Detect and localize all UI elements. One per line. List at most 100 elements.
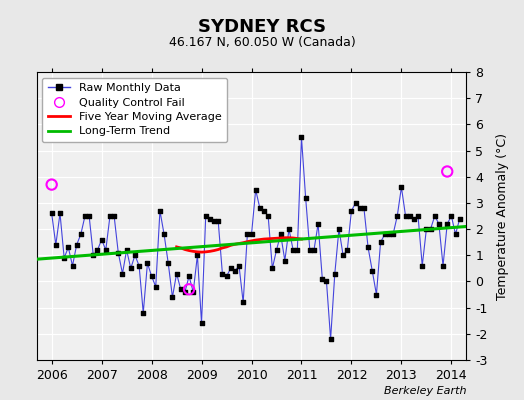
Point (451, 231, 460, 238)
Point (93, 247, 102, 253)
Point (56, 210, 64, 216)
Point (427, 226, 435, 232)
Point (48, 210, 56, 216)
Point (147, 273, 156, 280)
Point (68, 262, 77, 269)
Point (185, 286, 193, 292)
Point (335, 226, 343, 232)
Point (206, 216, 214, 222)
Point (198, 320, 206, 326)
Point (264, 213, 272, 219)
Point (322, 278, 331, 285)
Point (435, 221, 443, 227)
Point (318, 276, 326, 282)
Text: Berkeley Earth: Berkeley Earth (384, 386, 466, 396)
Point (376, 239, 385, 245)
Point (235, 262, 243, 269)
Point (380, 231, 389, 238)
Point (60, 255, 68, 261)
Point (185, 273, 193, 280)
Point (418, 262, 427, 269)
Point (127, 265, 135, 272)
Point (447, 213, 455, 219)
Point (177, 286, 185, 292)
Point (285, 226, 293, 232)
Point (431, 213, 439, 219)
Point (305, 247, 314, 253)
Point (243, 231, 252, 238)
Point (123, 247, 131, 253)
Point (297, 134, 305, 141)
Point (347, 208, 356, 214)
Point (364, 244, 372, 251)
Point (272, 247, 281, 253)
Point (210, 218, 218, 224)
Point (247, 231, 256, 238)
Point (151, 284, 160, 290)
Point (443, 168, 451, 175)
Point (97, 236, 106, 243)
Point (52, 242, 60, 248)
Point (231, 268, 239, 274)
Point (189, 289, 198, 295)
Point (385, 231, 393, 238)
Point (397, 184, 406, 190)
Point (372, 291, 380, 298)
Point (218, 270, 226, 277)
Point (239, 299, 247, 306)
Legend: Raw Monthly Data, Quality Control Fail, Five Year Moving Average, Long-Term Tren: Raw Monthly Data, Quality Control Fail, … (42, 78, 227, 142)
Point (293, 247, 301, 253)
Point (160, 231, 168, 238)
Point (414, 213, 422, 219)
Point (393, 213, 401, 219)
Point (439, 262, 447, 269)
Point (193, 252, 202, 258)
Point (102, 247, 110, 253)
Point (326, 336, 335, 342)
Point (164, 260, 172, 266)
Point (168, 294, 177, 300)
Point (401, 213, 410, 219)
Point (214, 218, 222, 224)
Point (343, 247, 352, 253)
Point (226, 265, 235, 272)
Point (48, 181, 56, 188)
Text: 46.167 N, 60.050 W (Canada): 46.167 N, 60.050 W (Canada) (169, 36, 355, 49)
Point (268, 265, 277, 272)
Point (310, 247, 318, 253)
Point (172, 270, 181, 277)
Point (410, 216, 418, 222)
Point (85, 213, 93, 219)
Point (281, 257, 289, 264)
Point (356, 205, 364, 211)
Point (339, 252, 347, 258)
Point (143, 260, 151, 266)
Point (368, 268, 376, 274)
Point (389, 231, 397, 238)
Point (360, 205, 368, 211)
Text: SYDNEY RCS: SYDNEY RCS (198, 18, 326, 36)
Point (139, 310, 147, 316)
Point (106, 213, 114, 219)
Point (202, 213, 210, 219)
Point (277, 231, 285, 238)
Point (406, 213, 414, 219)
Point (89, 252, 97, 258)
Point (64, 244, 72, 251)
Point (260, 208, 268, 214)
Point (131, 252, 139, 258)
Point (72, 242, 81, 248)
Point (114, 250, 123, 256)
Point (301, 194, 310, 201)
Point (110, 213, 118, 219)
Point (77, 231, 85, 238)
Point (331, 270, 339, 277)
Point (81, 213, 89, 219)
Point (256, 205, 264, 211)
Point (443, 221, 451, 227)
Point (181, 289, 189, 295)
Point (455, 216, 464, 222)
Point (422, 226, 431, 232)
Point (314, 221, 322, 227)
Point (222, 273, 231, 280)
